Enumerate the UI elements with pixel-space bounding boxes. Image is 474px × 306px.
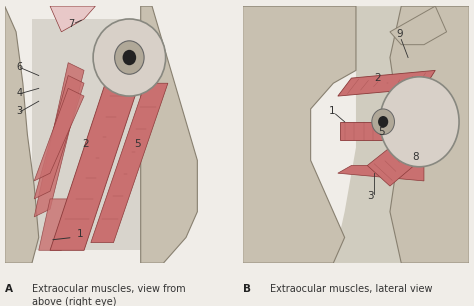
Ellipse shape	[93, 19, 165, 96]
Polygon shape	[367, 129, 435, 186]
Polygon shape	[340, 122, 435, 140]
Text: 6: 6	[16, 62, 22, 73]
Text: 8: 8	[412, 152, 419, 162]
Text: 3: 3	[16, 106, 22, 116]
Text: 2: 2	[374, 73, 381, 83]
Text: B: B	[243, 284, 251, 294]
Ellipse shape	[115, 41, 144, 74]
Polygon shape	[338, 70, 435, 96]
Polygon shape	[333, 6, 401, 263]
Ellipse shape	[378, 116, 388, 128]
Polygon shape	[34, 63, 84, 217]
Text: 5: 5	[379, 127, 385, 137]
Ellipse shape	[123, 50, 136, 65]
Polygon shape	[39, 199, 73, 250]
Text: 7: 7	[68, 19, 74, 29]
Polygon shape	[91, 83, 168, 243]
Text: Extraocular muscles, view from
above (right eye): Extraocular muscles, view from above (ri…	[32, 284, 185, 306]
Polygon shape	[390, 6, 447, 45]
Polygon shape	[141, 6, 197, 263]
Ellipse shape	[380, 77, 459, 167]
Text: 5: 5	[134, 140, 140, 150]
Polygon shape	[390, 6, 469, 263]
Text: A: A	[5, 284, 13, 294]
Polygon shape	[338, 166, 424, 181]
Text: Extraocular muscles, lateral view: Extraocular muscles, lateral view	[270, 284, 432, 294]
Polygon shape	[5, 6, 39, 263]
Polygon shape	[243, 6, 356, 263]
Polygon shape	[50, 6, 95, 32]
Polygon shape	[34, 76, 84, 199]
Polygon shape	[32, 19, 141, 250]
Ellipse shape	[372, 109, 394, 135]
Text: 2: 2	[82, 140, 89, 150]
Polygon shape	[34, 88, 84, 181]
Text: 3: 3	[367, 191, 374, 201]
Text: 4: 4	[16, 88, 22, 98]
Text: 9: 9	[397, 29, 403, 39]
Text: 1: 1	[329, 106, 336, 116]
Polygon shape	[50, 45, 152, 250]
Text: 1: 1	[77, 230, 84, 240]
